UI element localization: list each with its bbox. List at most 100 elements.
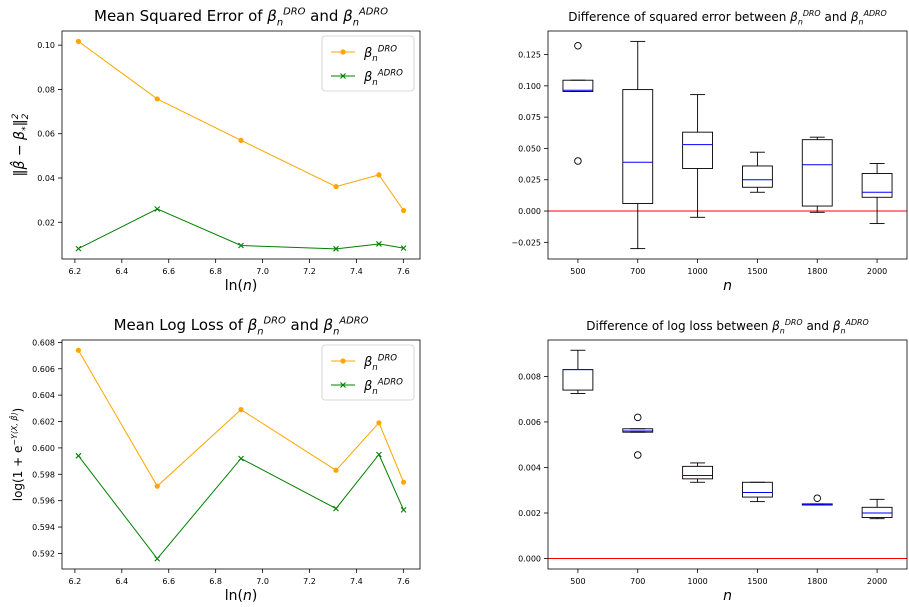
- x-tick-label: 500: [570, 267, 585, 276]
- x-tick-label: 6.4: [115, 577, 128, 586]
- box: [861, 173, 893, 198]
- x-tick-label: 7.6: [397, 577, 410, 586]
- y-tick-label: −0.025: [511, 238, 541, 247]
- x-axis-label: ln(n): [225, 278, 258, 294]
- data-point: [238, 455, 244, 462]
- data-point: [400, 245, 407, 252]
- chart-title-part: Mean Log Loss of: [114, 316, 248, 334]
- y-axis-label-part: ‖: [12, 119, 28, 126]
- data-point: [238, 407, 244, 413]
- outlier-point: [574, 157, 582, 165]
- legend-label-part: n: [372, 54, 377, 64]
- box: [742, 481, 773, 498]
- y-axis-label: ‖β̂ − β*‖22: [9, 113, 31, 176]
- chart-title-part: n: [277, 18, 283, 29]
- y-tick-label: 0.006: [518, 418, 541, 427]
- x-axis-label: n: [723, 588, 732, 604]
- y-axis-label-part: ): [11, 408, 25, 413]
- chart-title-part: ADRO: [845, 318, 869, 327]
- chart-title: Difference of squared error between βnDR…: [568, 9, 887, 27]
- x-axis-label-part: n: [723, 278, 732, 294]
- data-point: [75, 38, 82, 45]
- legend-label: βnDRO: [363, 354, 397, 373]
- x-axis-label-part: n: [243, 588, 252, 604]
- y-tick-label: 0.608: [32, 338, 55, 347]
- data-point: [238, 137, 244, 143]
- box: [562, 369, 594, 391]
- mse-difference-boxplot: Difference of squared error between βnDR…: [511, 9, 908, 294]
- x-tick-label: 1500: [747, 267, 767, 276]
- series-line: [78, 453, 405, 560]
- chart-title-part: n: [257, 327, 263, 338]
- legend-label-part: DRO: [378, 45, 398, 55]
- legend-label-part: n: [372, 387, 377, 397]
- legend-marker: [340, 382, 346, 388]
- x-tick-label: 500: [570, 577, 585, 586]
- chart-title-part: n: [798, 18, 803, 27]
- series-line: [78, 208, 404, 250]
- chart-title-part: β: [832, 319, 841, 333]
- x-tick-label: 7.6: [397, 267, 410, 276]
- box: [742, 165, 773, 188]
- y-axis-label-part: −: [12, 140, 28, 161]
- x-tick-label: 7.0: [256, 267, 269, 276]
- x-tick-label: 7.4: [350, 577, 363, 586]
- chart-title-part: β: [342, 7, 353, 25]
- chart-title-part: β: [789, 10, 798, 24]
- legend-label-part: DRO: [378, 354, 398, 364]
- x-axis-label-part: n: [723, 588, 732, 604]
- y-axis-label-part: e: [11, 446, 25, 453]
- y-axis-label-part: −Y⟨X, β̂⟩: [8, 412, 19, 445]
- box: [622, 89, 654, 204]
- x-tick-label: 6.2: [69, 577, 82, 586]
- y-axis-label-part: β̂: [9, 161, 28, 171]
- outlier-point: [813, 494, 822, 502]
- series-line: [77, 350, 405, 487]
- y-tick-label: 0.075: [518, 113, 541, 122]
- legend-label: βnADRO: [363, 378, 403, 397]
- y-tick-label: 0.04: [37, 174, 55, 183]
- chart-title-part: ADRO: [358, 7, 388, 18]
- data-point: [333, 184, 339, 190]
- chart-title-part: DRO: [785, 318, 803, 327]
- axes-frame: [547, 339, 908, 570]
- chart-title-part: Difference of squared error between: [568, 10, 790, 24]
- y-tick-label: 0.000: [518, 207, 541, 216]
- y-axis-label: log(1 + e−Y⟨X, β̂⟩): [8, 408, 25, 502]
- chart-title-part: β: [771, 319, 780, 333]
- x-tick-label: 6.4: [115, 267, 128, 276]
- data-point: [376, 172, 382, 178]
- x-tick-label: 7.0: [256, 577, 269, 586]
- x-tick-label: 6.8: [209, 267, 222, 276]
- chart-title-part: β: [850, 10, 859, 24]
- chart-title-part: DRO: [803, 9, 821, 18]
- y-tick-label: 0.602: [32, 418, 55, 427]
- data-point: [154, 206, 161, 212]
- legend-marker: [340, 358, 346, 364]
- chart-title-part: and: [305, 7, 343, 25]
- chart-title-part: DRO: [264, 316, 286, 327]
- x-tick-label: 700: [630, 267, 645, 276]
- x-tick-label: 1500: [747, 577, 767, 586]
- x-tick-label: 1000: [687, 577, 707, 586]
- x-tick-label: 700: [630, 577, 645, 586]
- legend-label-part: ADRO: [377, 69, 403, 79]
- chart-title-part: Difference of log loss between: [586, 319, 772, 333]
- y-tick-label: 0.594: [32, 523, 55, 532]
- y-tick-label: 0.002: [518, 509, 541, 518]
- series-line: [78, 41, 404, 211]
- y-tick-label: 0.050: [518, 144, 541, 153]
- data-point: [400, 479, 407, 485]
- chart-title-part: ADRO: [863, 9, 887, 18]
- axes-frame: [547, 30, 908, 260]
- y-tick-label: 0.125: [518, 51, 541, 60]
- x-axis-label: n: [723, 278, 732, 294]
- chart-title-part: and: [821, 10, 851, 24]
- x-tick-label: 2000: [867, 267, 887, 276]
- chart-title: Mean Squared Error of βnDRO and βnADRO: [94, 7, 388, 29]
- chart-title: Difference of log loss between βnDRO and…: [586, 318, 869, 336]
- x-tick-label: 6.2: [69, 267, 82, 276]
- y-tick-label: 0.08: [37, 85, 55, 94]
- legend-label-part: β: [363, 379, 372, 394]
- legend-label-part: β: [363, 70, 372, 85]
